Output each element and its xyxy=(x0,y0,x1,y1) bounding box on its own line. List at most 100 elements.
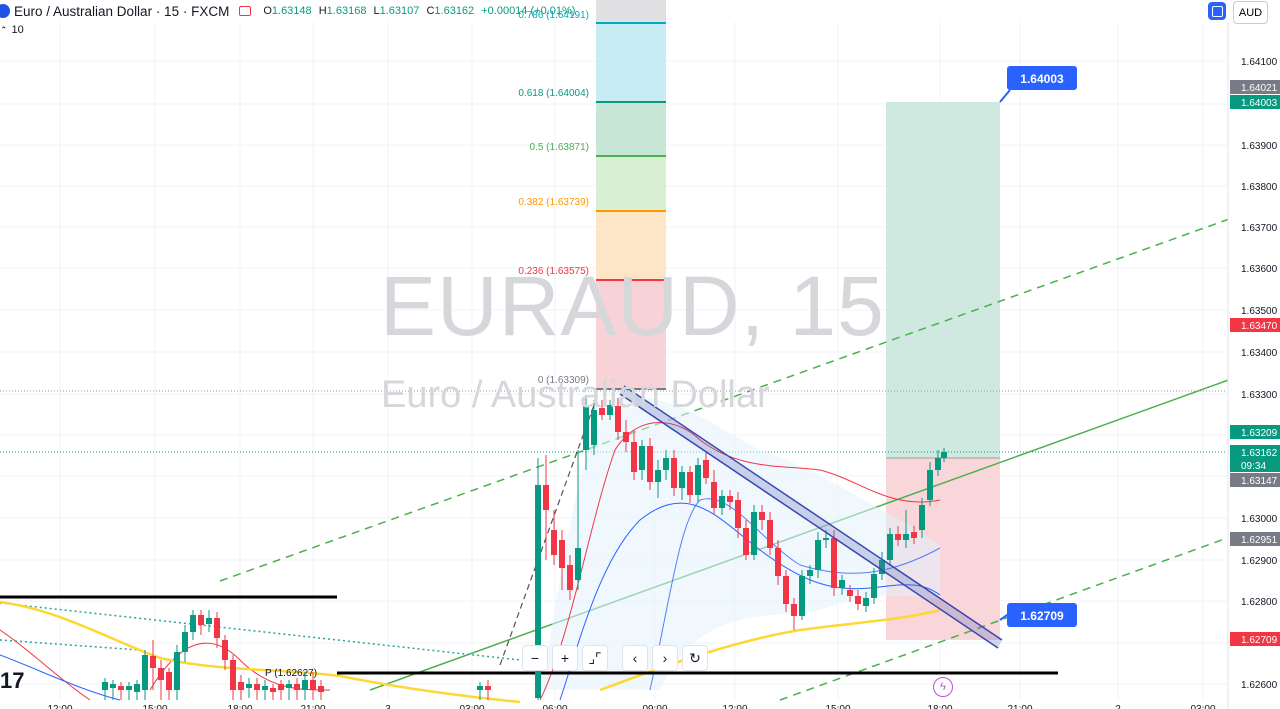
channel-lower-line[interactable] xyxy=(779,536,1231,701)
candle-body xyxy=(895,534,901,540)
candlestick-series xyxy=(102,395,947,700)
candle-body xyxy=(591,410,597,445)
candle-body xyxy=(703,460,709,478)
candle-body xyxy=(102,682,108,690)
zoom-in-button[interactable]: + xyxy=(552,645,578,671)
candle-body xyxy=(535,485,541,698)
candle-body xyxy=(751,512,757,555)
price-scale[interactable]: 1.64100 1.63900 1.63800 1.63700 1.63600 1.635… xyxy=(1227,22,1280,709)
zoom-out-button[interactable]: − xyxy=(522,645,548,671)
volume-legend[interactable]: ⌃ 10 xyxy=(0,24,24,36)
candle-body xyxy=(623,432,629,442)
candle-body xyxy=(254,684,260,690)
candle-body xyxy=(158,668,164,680)
symbol-title[interactable]: Euro / Australian Dollar · 15 · FXCM xyxy=(14,3,230,19)
candle-body xyxy=(767,520,773,548)
candle-body xyxy=(663,458,669,470)
candle-body xyxy=(118,686,124,690)
candle-body xyxy=(887,534,893,560)
price-scale-label: 1.62600 xyxy=(1241,680,1278,691)
time-scale-label: 21:00 xyxy=(300,704,325,709)
market-status-icon[interactable] xyxy=(239,6,252,16)
candle-body xyxy=(262,686,268,690)
impulse-dashed-line[interactable] xyxy=(499,393,599,666)
candle-body xyxy=(807,570,813,576)
candle-body xyxy=(246,684,252,688)
price-badge-label: 09:34 xyxy=(1241,461,1266,472)
candle-body xyxy=(286,684,292,688)
candle-body xyxy=(655,470,661,482)
candle-body xyxy=(671,458,677,488)
fibonacci-retracement[interactable]: 0.786 (1.64191) 0.618 (1.64004) 0.5 (1.6… xyxy=(518,0,666,390)
candle-body xyxy=(871,574,877,598)
fib-label-partial: 0.786 (1.64191) xyxy=(518,10,589,21)
candle-body xyxy=(222,640,228,660)
candle-body xyxy=(791,604,797,616)
price-scale-label: 1.63900 xyxy=(1241,141,1278,152)
price-badge-label: 1.63209 xyxy=(1241,428,1278,439)
price-badge-label: 1.64003 xyxy=(1241,98,1278,109)
candle-body xyxy=(198,615,204,625)
candle-body xyxy=(278,684,284,690)
candle-body xyxy=(631,442,637,472)
candle-body xyxy=(294,684,300,690)
candle-body xyxy=(543,485,549,510)
price-badge-label: 1.63470 xyxy=(1241,321,1278,332)
candle-body xyxy=(775,548,781,576)
currency-button[interactable]: AUD xyxy=(1233,1,1268,24)
stop-price-tag[interactable]: 1.62709 xyxy=(999,603,1077,627)
candle-body xyxy=(551,530,557,555)
price-scale-label: 1.63600 xyxy=(1241,264,1278,275)
candle-body xyxy=(182,632,188,652)
price-badge xyxy=(1230,95,1280,109)
tradingview-logo-icon[interactable]: 17 xyxy=(0,668,25,693)
price-scale-label: 1.63500 xyxy=(1241,306,1278,317)
candle-body xyxy=(855,596,861,604)
candle-body xyxy=(879,560,885,574)
flash-icon[interactable]: ϟ xyxy=(933,677,953,697)
time-scale-label: 3 xyxy=(385,704,391,709)
candle-body xyxy=(302,680,308,690)
descending-trend-channel[interactable] xyxy=(619,385,1003,649)
candle-body xyxy=(679,472,685,488)
long-position-tool[interactable] xyxy=(886,102,1000,640)
price-badge xyxy=(1230,473,1280,487)
candle-body xyxy=(270,688,276,692)
time-scale-label: 12:00 xyxy=(47,704,72,709)
target-price-tag[interactable]: 1.64003 xyxy=(999,66,1077,103)
time-scale-label: 12:00 xyxy=(722,704,747,709)
candle-body xyxy=(799,576,805,616)
fib-label-05: 0.5 (1.63871) xyxy=(530,142,590,153)
scroll-right-icon[interactable]: › xyxy=(652,645,678,671)
candle-body xyxy=(142,655,148,690)
candle-body xyxy=(477,686,483,690)
price-badge-label: 1.62951 xyxy=(1241,535,1278,546)
candle-body xyxy=(190,615,196,632)
candle-body xyxy=(110,684,116,688)
candle-body xyxy=(150,656,156,668)
reset-icon[interactable]: ↻ xyxy=(682,645,708,671)
price-badge-label: 1.62709 xyxy=(1241,635,1278,646)
pivot-label: P (1.62627) xyxy=(265,668,317,679)
candle-body xyxy=(639,446,645,470)
candle-body xyxy=(559,540,565,568)
fib-label-0618: 0.618 (1.64004) xyxy=(518,88,589,99)
scroll-left-icon[interactable]: ‹ xyxy=(622,645,648,671)
channel-upper-line[interactable] xyxy=(219,217,1233,582)
candle-body xyxy=(647,446,653,482)
reset-scale-icon[interactable]: ⌟⌜ xyxy=(582,645,608,671)
candle-body xyxy=(174,652,180,690)
price-badge-label: 1.64021 xyxy=(1241,83,1278,94)
candle-body xyxy=(206,618,212,624)
price-scale-label: 1.62800 xyxy=(1241,597,1278,608)
time-scale-label: 15:00 xyxy=(142,704,167,709)
time-scale[interactable]: 12:00 15:00 18:00 21:00 3 03:00 06:00 09:00 12:0… xyxy=(47,704,1215,709)
candle-body xyxy=(607,405,613,415)
chart-settings-icon[interactable] xyxy=(1208,2,1226,20)
collapse-caret-icon[interactable]: ⌃ xyxy=(0,24,8,35)
change-value: +0.00014 (+0.01%) xyxy=(481,5,576,17)
price-scale-label: 1.63700 xyxy=(1241,223,1278,234)
price-badge xyxy=(1230,532,1280,546)
time-scale-label: 03:00 xyxy=(1190,704,1215,709)
